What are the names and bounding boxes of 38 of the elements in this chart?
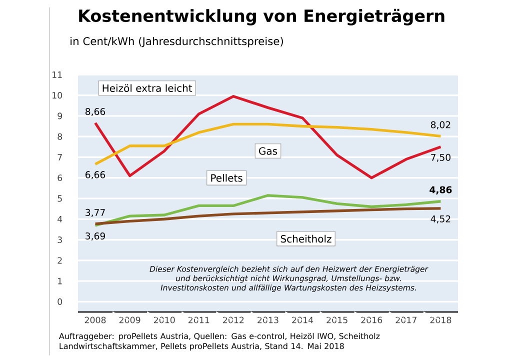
x-tick-label: 2009 <box>119 316 140 324</box>
data-label: 8,66 <box>86 108 106 116</box>
x-tick-label: 2014 <box>292 316 314 324</box>
chart-subtitle: in Cent/kWh (Jahresdurchschnittspreise) <box>70 36 283 48</box>
y-tick-label: 0 <box>58 298 62 305</box>
x-tick-label: 2018 <box>430 316 452 324</box>
y-tick-label: 10 <box>52 92 62 99</box>
y-tick-label: 6 <box>58 174 62 182</box>
y-tick-label: 4 <box>58 216 62 222</box>
text: Gas <box>259 147 278 155</box>
y-tick-label: 9 <box>58 112 62 120</box>
x-tick-label: 2017 <box>396 316 416 324</box>
x-tick-label: 2013 <box>258 316 278 324</box>
data-label: 4,52 <box>430 215 450 224</box>
text: Pellets <box>211 174 242 182</box>
x-tick-label: 2011 <box>188 316 210 324</box>
y-tick-label: 3 <box>58 236 62 244</box>
y-tick-label: 2 <box>58 257 62 264</box>
x-tick-label: 2015 <box>326 316 348 324</box>
x-tick-label: 2012 <box>223 316 244 324</box>
text: Auftraggeber: proPellets Austria, Quellen: Gas e-control, Heizöl IWO, Scheitholz Landwirtschaftskammer, Pellets proPellets Austria, Stand 14. Mai 2018 <box>58 332 380 351</box>
data-label: 4,86 <box>430 186 452 194</box>
text: Heizöl extra leicht <box>102 84 192 92</box>
chart-title: Kostenentwicklung von Energieträgern <box>79 8 444 26</box>
x-tick-label: 2008 <box>84 316 106 324</box>
data-label: 8,02 <box>430 121 450 130</box>
data-label: 7,50 <box>431 154 450 162</box>
y-tick-label: 5 <box>58 195 62 202</box>
x-tick-label: 2016 <box>361 316 382 324</box>
x-tick-label: 2010 <box>154 316 175 324</box>
data-label: 3,77 <box>86 208 105 217</box>
y-tick-label: 1 <box>58 278 62 284</box>
text: Scheitholz <box>280 234 332 243</box>
y-tick-label: 7 <box>58 154 62 160</box>
data-label: 6,66 <box>86 171 106 180</box>
y-tick-label: 8 <box>58 133 62 140</box>
data-label: 3,69 <box>86 232 105 240</box>
y-tick-label: 11 <box>52 72 62 78</box>
